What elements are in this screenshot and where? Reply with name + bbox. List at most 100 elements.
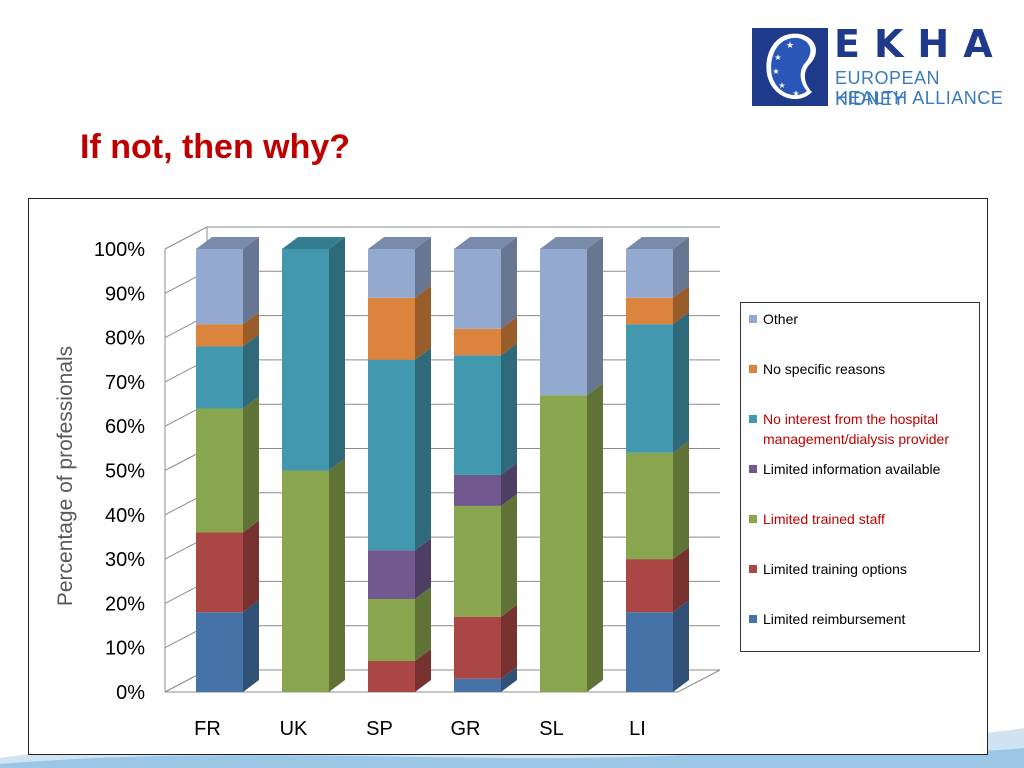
bar-segment — [196, 532, 243, 613]
legend-item: Other — [749, 309, 798, 329]
bar-segment-side — [243, 520, 259, 613]
bar-segment-side — [673, 312, 689, 453]
y-tick-label: 60% — [105, 416, 145, 438]
svg-text:★: ★ — [772, 67, 779, 76]
y-tick-label: 100% — [94, 239, 145, 261]
bar-segment — [454, 678, 501, 692]
bar-segment — [196, 612, 243, 692]
y-tick-label: 30% — [105, 549, 145, 571]
legend-swatch — [749, 315, 757, 323]
logo-abbreviation: EKHA — [834, 22, 1007, 66]
bar-segment — [454, 616, 501, 679]
y-tick-label: 20% — [105, 593, 145, 615]
bar-segment-side — [587, 237, 603, 396]
legend-item: No interest from the hospital management/… — [749, 409, 949, 449]
slide-title: If not, then why? — [80, 128, 351, 166]
bar-top — [626, 237, 689, 249]
bar-top — [368, 237, 431, 249]
legend-swatch — [749, 415, 757, 423]
bar-segment-side — [243, 396, 259, 533]
bar-segment-side — [329, 237, 345, 471]
bar-top — [196, 237, 259, 249]
legend-swatch — [749, 465, 757, 473]
y-axis-label: Percentage of professionals — [54, 346, 77, 606]
y-tick-label: 70% — [105, 372, 145, 394]
bar-segment — [626, 324, 673, 453]
legend-item: Limited information available — [749, 459, 940, 479]
x-tick-label: FR — [194, 718, 221, 740]
x-tick-label: SP — [366, 718, 393, 740]
bar-segment-side — [501, 237, 517, 329]
bar-segment-side — [415, 285, 431, 360]
bar-segment-side — [415, 586, 431, 661]
bar-segment — [196, 408, 243, 533]
legend-label: Other — [763, 311, 799, 327]
y-tick-label: 50% — [105, 461, 145, 483]
bar-segment-side — [501, 604, 517, 679]
bar-segment-side — [415, 538, 431, 599]
kidney-stars-emblem: ★ ★ ★ ★ ★ — [752, 28, 828, 106]
bar-segment — [540, 249, 587, 396]
bar-segment — [454, 328, 501, 356]
bar-segment — [626, 559, 673, 613]
y-tick-label: 0% — [116, 682, 145, 704]
bar-segment-side — [243, 334, 259, 409]
svg-text:★: ★ — [792, 89, 799, 98]
svg-text:★: ★ — [774, 53, 781, 62]
bar-segment-side — [501, 316, 517, 356]
bar-segment — [626, 249, 673, 298]
svg-text:★: ★ — [778, 81, 785, 90]
bar-segment-side — [501, 666, 517, 692]
legend-swatch — [749, 565, 757, 573]
bar-segment — [626, 452, 673, 560]
bar-segment-side — [673, 600, 689, 692]
bar-segment-side — [673, 440, 689, 560]
bar-segment — [368, 359, 415, 551]
bar-segment — [196, 249, 243, 325]
bar-segment-side — [673, 285, 689, 325]
side-wall-gridline — [164, 226, 208, 250]
legend-swatch — [749, 365, 757, 373]
legend-label: Limited trained staff — [763, 511, 885, 527]
bar-segment-side — [587, 383, 603, 692]
chart-legend: Other No specific reasons No interest from… — [740, 302, 980, 652]
bar-segment-side — [673, 237, 689, 298]
bar-segment — [368, 550, 415, 599]
legend-swatch — [749, 615, 757, 623]
x-tick-label: LI — [629, 718, 646, 740]
bar-segment-side — [415, 237, 431, 298]
bar-segment — [626, 612, 673, 692]
legend-item: Limited trained staff — [749, 509, 885, 529]
bar-segment-side — [501, 462, 517, 506]
x-tick-label: GR — [451, 718, 481, 740]
bar-segment — [368, 297, 415, 360]
bar-segment — [454, 249, 501, 329]
bar-segment — [196, 346, 243, 409]
bar-segment — [196, 324, 243, 347]
bar-segment — [368, 249, 415, 298]
logo-line-2: HEALTH ALLIANCE — [835, 88, 1004, 108]
x-tick-label: UK — [280, 718, 308, 740]
logo-line-1: EUROPEAN KIDNEY — [835, 68, 941, 109]
legend-swatch — [749, 515, 757, 523]
bar-segment-side — [415, 648, 431, 692]
y-tick-label: 10% — [105, 638, 145, 660]
legend-item: Limited reimbursement — [749, 609, 905, 629]
legend-item: No specific reasons — [749, 359, 885, 379]
y-tick-label: 80% — [105, 328, 145, 350]
bar-segment-side — [243, 600, 259, 692]
bar-segment-side — [329, 458, 345, 692]
svg-text:★: ★ — [786, 40, 794, 50]
bar-segment-side — [673, 547, 689, 613]
bar-top — [540, 237, 603, 249]
legend-label: No specific reasons — [763, 361, 886, 377]
bar-segment-side — [243, 237, 259, 325]
x-tick-label: SL — [539, 718, 563, 740]
bar-segment-side — [243, 312, 259, 347]
bar-segment-side — [415, 347, 431, 551]
bar-segment — [282, 470, 329, 692]
legend-label: Limited training options — [763, 561, 907, 577]
legend-label: No interest from the hospital management/… — [763, 411, 949, 447]
bar-segment — [454, 355, 501, 475]
